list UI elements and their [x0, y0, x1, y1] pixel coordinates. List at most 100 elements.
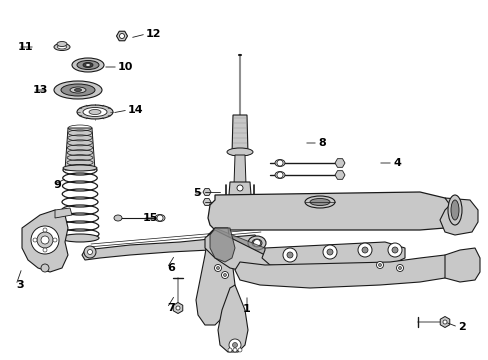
- Ellipse shape: [77, 105, 113, 119]
- Ellipse shape: [155, 215, 164, 221]
- Ellipse shape: [274, 159, 285, 166]
- Circle shape: [286, 252, 292, 258]
- Circle shape: [157, 215, 163, 221]
- Ellipse shape: [89, 109, 101, 114]
- Polygon shape: [227, 182, 251, 208]
- Ellipse shape: [447, 195, 461, 225]
- Polygon shape: [55, 208, 72, 218]
- Circle shape: [376, 261, 383, 269]
- Ellipse shape: [450, 200, 458, 220]
- Ellipse shape: [54, 44, 70, 50]
- Text: 11: 11: [18, 42, 34, 52]
- Text: 2: 2: [457, 322, 465, 332]
- Polygon shape: [235, 255, 449, 288]
- Polygon shape: [439, 198, 477, 235]
- Polygon shape: [22, 210, 68, 272]
- Text: 3: 3: [16, 280, 23, 290]
- Circle shape: [276, 160, 283, 166]
- Ellipse shape: [226, 148, 252, 156]
- Circle shape: [361, 247, 367, 253]
- Circle shape: [227, 348, 231, 352]
- Polygon shape: [173, 302, 183, 314]
- Circle shape: [31, 226, 59, 254]
- Circle shape: [442, 320, 446, 324]
- Polygon shape: [65, 128, 95, 170]
- Text: 6: 6: [167, 263, 175, 273]
- Text: 4: 4: [392, 158, 400, 168]
- Ellipse shape: [251, 239, 262, 247]
- Circle shape: [391, 247, 397, 253]
- Ellipse shape: [72, 58, 104, 72]
- Circle shape: [387, 243, 401, 257]
- Ellipse shape: [247, 236, 265, 250]
- Text: 14: 14: [128, 105, 143, 115]
- Ellipse shape: [54, 81, 102, 99]
- Text: 9: 9: [53, 180, 61, 190]
- Text: 1: 1: [243, 304, 250, 314]
- Circle shape: [398, 266, 401, 270]
- Ellipse shape: [83, 63, 93, 68]
- Polygon shape: [204, 230, 269, 275]
- Ellipse shape: [63, 165, 97, 171]
- Circle shape: [276, 172, 283, 178]
- Circle shape: [43, 248, 47, 252]
- Ellipse shape: [70, 87, 86, 93]
- Polygon shape: [231, 115, 247, 155]
- Ellipse shape: [77, 60, 99, 69]
- Polygon shape: [207, 192, 454, 230]
- Circle shape: [41, 264, 49, 272]
- Circle shape: [283, 248, 296, 262]
- Polygon shape: [209, 228, 269, 260]
- Circle shape: [53, 238, 57, 242]
- Circle shape: [214, 265, 221, 271]
- Polygon shape: [262, 242, 404, 268]
- Ellipse shape: [61, 234, 99, 242]
- Ellipse shape: [58, 45, 66, 49]
- Circle shape: [232, 342, 237, 347]
- Circle shape: [119, 33, 124, 39]
- Circle shape: [378, 264, 381, 266]
- Polygon shape: [203, 198, 210, 206]
- Polygon shape: [439, 316, 449, 328]
- Ellipse shape: [61, 84, 95, 96]
- Circle shape: [87, 249, 92, 255]
- Text: 5: 5: [193, 188, 200, 198]
- Polygon shape: [196, 228, 235, 325]
- Circle shape: [228, 339, 241, 351]
- Circle shape: [43, 228, 47, 232]
- Circle shape: [253, 239, 260, 247]
- Ellipse shape: [74, 89, 81, 91]
- Ellipse shape: [57, 41, 67, 46]
- Circle shape: [396, 265, 403, 271]
- Polygon shape: [444, 248, 479, 282]
- Circle shape: [37, 232, 53, 248]
- Polygon shape: [234, 155, 245, 185]
- Ellipse shape: [274, 171, 285, 179]
- Text: 10: 10: [118, 62, 133, 72]
- Ellipse shape: [309, 198, 329, 206]
- Polygon shape: [209, 228, 235, 262]
- Circle shape: [84, 246, 96, 258]
- Ellipse shape: [83, 108, 107, 117]
- Circle shape: [326, 249, 332, 255]
- Text: 8: 8: [317, 138, 325, 148]
- Ellipse shape: [85, 64, 90, 66]
- Polygon shape: [82, 235, 260, 260]
- Polygon shape: [203, 189, 210, 195]
- Circle shape: [223, 274, 226, 276]
- Circle shape: [41, 236, 49, 244]
- Polygon shape: [334, 171, 345, 179]
- Ellipse shape: [305, 196, 334, 208]
- Circle shape: [176, 306, 180, 310]
- Text: 7: 7: [167, 303, 174, 313]
- Text: 15: 15: [142, 213, 158, 223]
- Circle shape: [237, 195, 243, 201]
- Circle shape: [232, 348, 237, 352]
- Polygon shape: [334, 159, 345, 167]
- Circle shape: [238, 348, 242, 352]
- Polygon shape: [218, 285, 247, 352]
- Circle shape: [216, 266, 219, 270]
- Circle shape: [323, 245, 336, 259]
- Ellipse shape: [114, 215, 122, 221]
- Circle shape: [221, 271, 228, 279]
